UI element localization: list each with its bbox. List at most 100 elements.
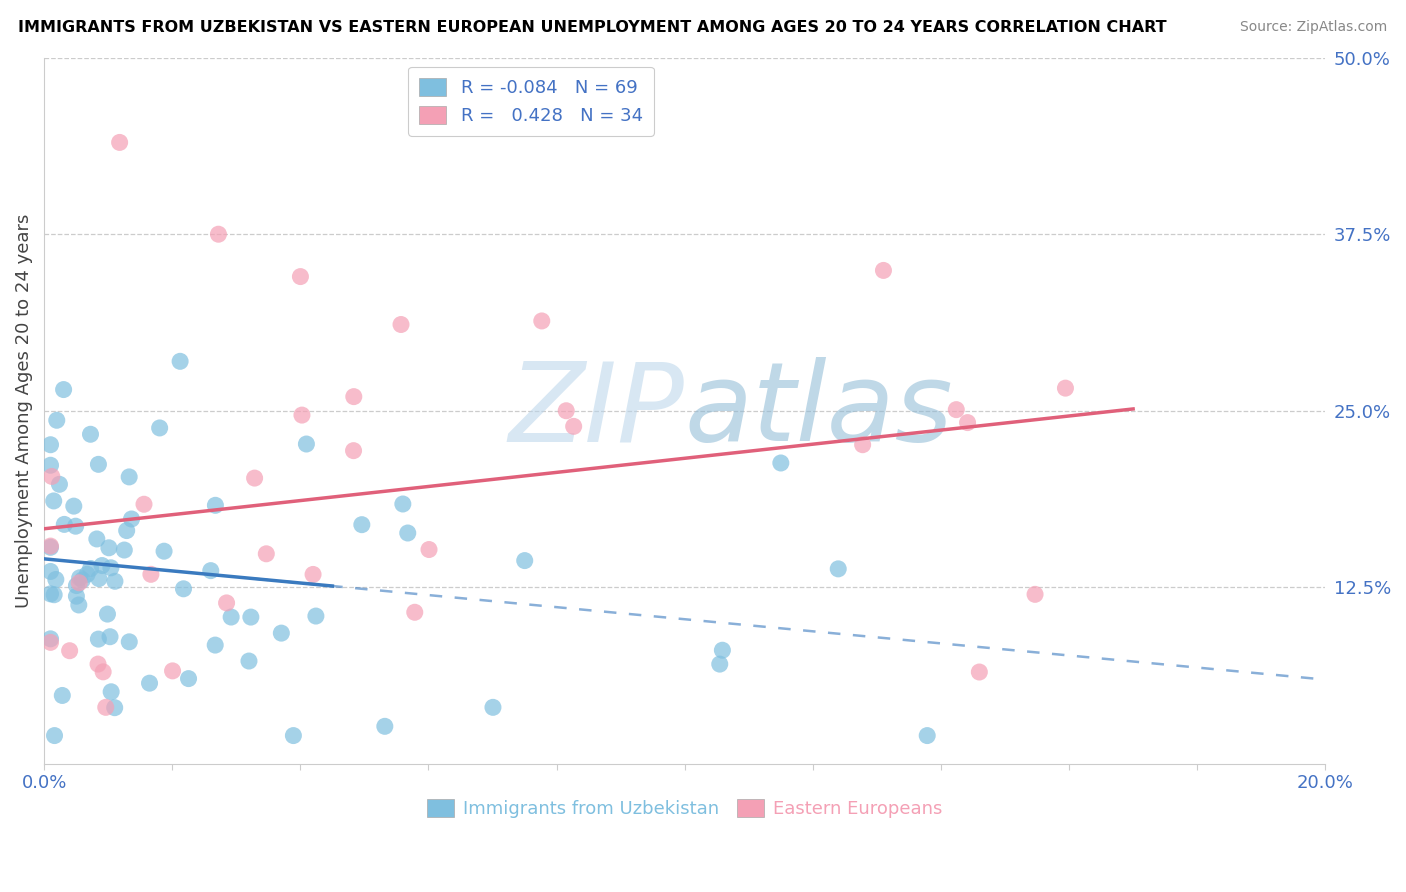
Point (404, 605, 426, 619)
Point (827, 562, 849, 576)
Point (513, 553, 536, 567)
Point (69, 571, 91, 585)
Point (270, 626, 292, 640)
Point (39, 541, 62, 555)
Point (915, 729, 938, 743)
Point (295, 437, 318, 451)
Point (238, 654, 260, 668)
Point (173, 582, 195, 596)
Point (305, 609, 328, 624)
Point (711, 643, 734, 657)
Point (52, 383, 75, 397)
Point (239, 610, 262, 624)
Text: Source: ZipAtlas.com: Source: ZipAtlas.com (1240, 20, 1388, 34)
Point (104, 574, 127, 589)
Point (104, 700, 127, 714)
Point (392, 497, 415, 511)
Point (350, 517, 373, 532)
Point (153, 544, 176, 558)
Point (112, 543, 135, 558)
Point (302, 567, 325, 582)
Point (72, 573, 94, 587)
Point (138, 676, 160, 690)
Point (51, 689, 73, 703)
Point (96, 607, 118, 621)
Point (100, 561, 122, 575)
Y-axis label: Unemployment Among Ages 20 to 24 years: Unemployment Among Ages 20 to 24 years (15, 213, 32, 608)
Point (79, 561, 101, 575)
Point (39, 565, 62, 579)
Point (39, 458, 62, 473)
Point (65, 519, 87, 533)
Point (39, 438, 62, 452)
Point (108, 136, 131, 150)
Point (118, 470, 141, 484)
Point (98, 630, 121, 644)
Point (62, 499, 84, 513)
Text: atlas: atlas (685, 358, 953, 464)
Point (207, 227, 229, 242)
Point (65, 589, 87, 603)
Point (482, 700, 505, 714)
Point (283, 729, 305, 743)
Point (969, 665, 991, 679)
Point (44, 729, 66, 743)
Point (45, 413, 67, 427)
Point (945, 402, 967, 417)
Point (87, 572, 110, 586)
Point (86, 532, 108, 546)
Point (872, 263, 894, 277)
Point (76, 567, 98, 582)
Point (45, 573, 67, 587)
Point (39, 539, 62, 553)
Point (1024, 587, 1046, 601)
Point (342, 443, 364, 458)
Point (1054, 381, 1077, 395)
Point (200, 564, 222, 578)
Point (87, 458, 110, 472)
Point (39, 587, 62, 601)
Point (79, 427, 101, 442)
Point (219, 610, 242, 624)
Point (852, 438, 875, 452)
Point (97, 541, 120, 555)
Point (94, 700, 117, 714)
Point (91, 558, 114, 573)
Point (291, 408, 314, 422)
Point (53, 517, 76, 532)
Point (204, 498, 226, 512)
Point (41, 469, 63, 483)
Point (204, 638, 226, 652)
Point (290, 269, 312, 284)
Point (396, 526, 419, 541)
Point (530, 314, 553, 328)
Point (562, 419, 585, 434)
Point (169, 354, 191, 368)
Point (44, 588, 66, 602)
Point (39, 632, 62, 646)
Point (39, 635, 62, 649)
Text: ZIP: ZIP (509, 358, 685, 464)
Point (65, 578, 87, 592)
Point (418, 542, 440, 557)
Point (59, 644, 82, 658)
Point (374, 719, 396, 733)
Point (87, 632, 110, 646)
Point (67, 598, 90, 612)
Point (48, 477, 70, 491)
Point (243, 471, 266, 485)
Legend: Immigrants from Uzbekistan, Eastern Europeans: Immigrants from Uzbekistan, Eastern Euro… (419, 791, 950, 825)
Point (555, 403, 578, 417)
Point (67, 575, 90, 590)
Point (139, 567, 162, 582)
Point (118, 635, 141, 649)
Point (254, 547, 277, 561)
Point (343, 390, 366, 404)
Point (132, 497, 155, 511)
Point (177, 672, 200, 686)
Point (162, 664, 184, 678)
Point (215, 596, 238, 610)
Point (149, 421, 172, 435)
Text: IMMIGRANTS FROM UZBEKISTAN VS EASTERN EUROPEAN UNEMPLOYMENT AMONG AGES 20 TO 24 : IMMIGRANTS FROM UZBEKISTAN VS EASTERN EU… (18, 20, 1167, 35)
Point (100, 685, 122, 699)
